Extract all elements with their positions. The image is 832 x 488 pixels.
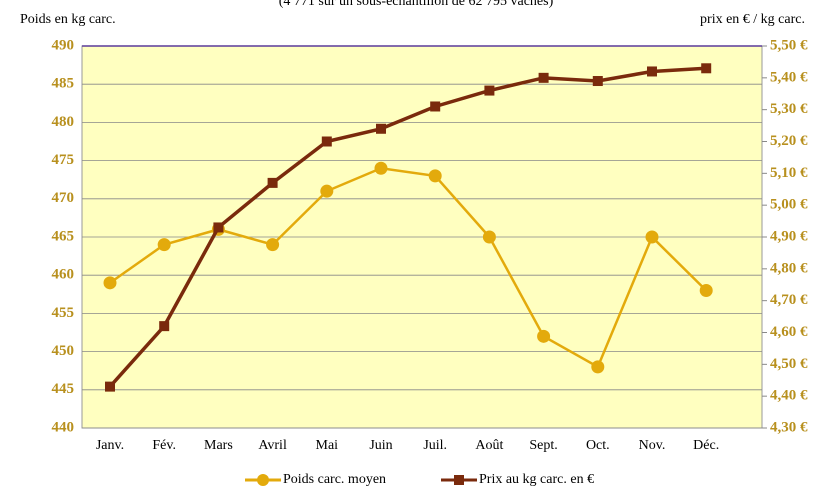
y2-tick-label: 4,70 €	[770, 292, 808, 308]
point	[157, 238, 171, 252]
legend-marker	[454, 475, 464, 485]
series-line	[109, 166, 708, 369]
y2-tick-label: 5,30 €	[770, 101, 808, 117]
y2-tick-label: 5,50 €	[770, 37, 808, 53]
y-axis-label: Poids en kg carc.	[20, 12, 116, 27]
chart-subtitle: (4 771 sur un sous-échantillon de 62 795…	[279, 0, 554, 9]
y-tick-label: 460	[52, 267, 75, 283]
y-tick-label: 455	[52, 305, 75, 321]
point	[374, 161, 388, 175]
y-tick-label: 480	[52, 114, 75, 130]
y-tick-label: 490	[52, 37, 75, 53]
x-tick-label: Juin	[369, 438, 392, 453]
y-tick-label: 465	[52, 228, 75, 244]
legend-label: Prix au kg carc. en €	[479, 472, 594, 487]
y2-tick-label: 4,40 €	[770, 388, 808, 404]
x-tick-label: Fév.	[152, 438, 176, 453]
y2-tick-label: 5,00 €	[770, 197, 808, 213]
point	[482, 230, 496, 244]
x-tick-label: Nov.	[639, 438, 666, 453]
point	[647, 66, 657, 77]
x-tick-label: Août	[475, 438, 503, 453]
point	[428, 169, 442, 183]
point	[484, 85, 495, 96]
y2-tick-label: 5,10 €	[770, 165, 808, 181]
x-tick-label: Déc.	[693, 438, 719, 453]
point	[105, 381, 115, 392]
point	[701, 63, 712, 74]
point	[537, 329, 551, 343]
legend-marker	[257, 474, 269, 486]
point	[538, 72, 549, 83]
x-tick-label: Mars	[204, 438, 233, 453]
point	[159, 321, 170, 332]
x-tick-label: Juil.	[423, 438, 447, 453]
point	[103, 276, 117, 290]
point	[267, 177, 278, 188]
y-tick-label: 475	[52, 152, 75, 168]
y2-tick-label: 4,60 €	[770, 324, 808, 340]
y2-tick-label: 4,50 €	[770, 356, 808, 372]
point	[213, 222, 224, 233]
y-tick-label: 485	[52, 76, 75, 92]
y2-axis-label: prix en € / kg carc.	[700, 12, 805, 27]
x-tick-label: Mai	[316, 438, 339, 453]
y-tick-label: 440	[52, 419, 75, 435]
y2-tick-label: 4,80 €	[770, 260, 808, 276]
point	[266, 238, 280, 252]
y2-tick-label: 4,90 €	[770, 228, 808, 244]
x-tick-label: Janv.	[96, 438, 124, 453]
point	[592, 76, 603, 87]
point	[591, 360, 605, 374]
y-tick-label: 450	[52, 343, 75, 359]
legend-label: Poids carc. moyen	[283, 472, 386, 487]
y2-tick-label: 5,20 €	[770, 133, 808, 149]
x-tick-label: Oct.	[586, 438, 610, 453]
x-tick-label: Sept.	[529, 438, 557, 453]
point	[320, 184, 334, 198]
y2-tick-label: 4,30 €	[770, 419, 808, 435]
point	[645, 230, 659, 244]
y-tick-label: 470	[52, 190, 75, 206]
series-line	[108, 66, 707, 388]
point	[376, 123, 386, 134]
point	[430, 101, 441, 112]
y-tick-label: 445	[52, 381, 75, 397]
point	[699, 283, 713, 297]
y2-tick-label: 5,40 €	[770, 69, 808, 85]
point	[321, 136, 332, 147]
x-tick-label: Avril	[258, 438, 287, 453]
